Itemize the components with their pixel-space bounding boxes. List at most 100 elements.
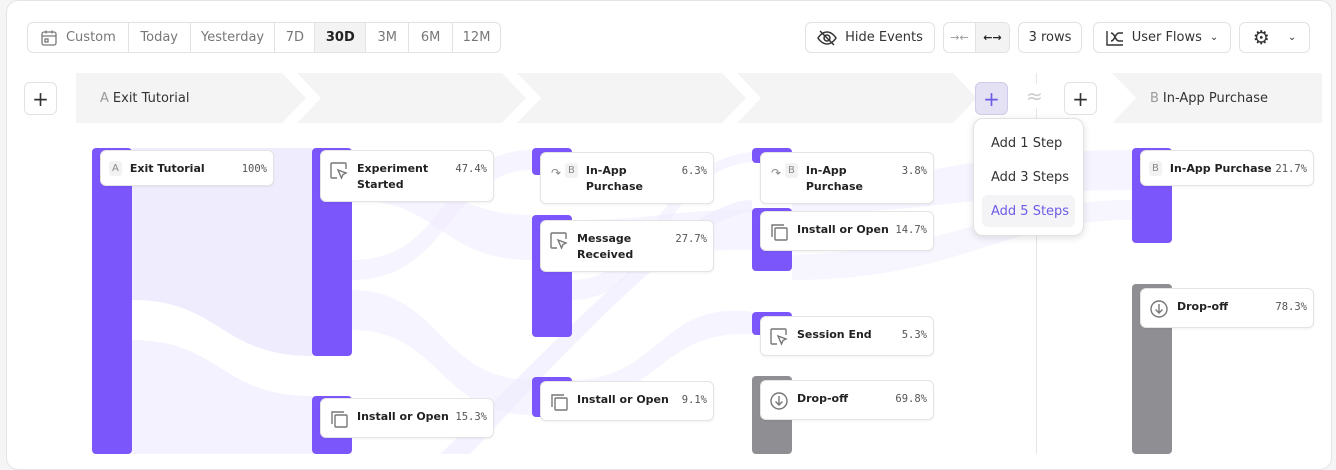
node-percent: 78.3% <box>1275 301 1307 313</box>
node-percent: 21.7% <box>1275 163 1307 175</box>
step-band <box>517 73 746 123</box>
node-percent: 100% <box>241 163 267 175</box>
node-percent: 9.1% <box>681 394 707 406</box>
flow-link <box>440 200 752 454</box>
hide-events-button[interactable]: Hide Events <box>805 22 935 53</box>
gap-divider <box>1036 73 1037 454</box>
end-step-label[interactable]: B In-App Purchase <box>1150 91 1268 106</box>
date-range-selector: Custom Today Yesterday 7D 30D 3M 6M 12M <box>27 22 501 53</box>
node-name: Drop-off <box>1177 300 1229 313</box>
cursor-click-icon <box>769 327 789 347</box>
expand-icon: ←→ <box>983 31 1002 44</box>
flow-node[interactable]: ↷ B In-App Purchase 3.8% <box>760 152 934 204</box>
chevron-down-icon: ⌄ <box>1287 32 1297 43</box>
cursor-click-icon <box>549 231 569 251</box>
add-3-steps-item[interactable]: Add 3 Steps <box>991 169 1070 185</box>
flow-node[interactable]: A Exit Tutorial 100% <box>100 150 274 186</box>
redirect-icon: ↷ <box>550 166 562 180</box>
step-letter-badge: B <box>565 163 578 178</box>
flow-node[interactable]: Experiment Started 47.4% <box>320 150 494 202</box>
flow-node[interactable]: Install or Open 9.1% <box>540 381 714 421</box>
node-name: Message Received <box>577 232 634 261</box>
node-name: Drop-off <box>797 392 849 405</box>
date-today-button[interactable]: Today <box>129 23 191 52</box>
add-steps-button[interactable]: + <box>975 82 1008 115</box>
eye-off-icon <box>817 29 837 46</box>
node-percent: 47.4% <box>455 163 487 175</box>
node-name: Experiment Started <box>357 162 429 191</box>
flow-link <box>572 310 752 400</box>
flow-node[interactable]: Install or Open 14.7% <box>760 211 934 251</box>
step-band-end <box>1112 73 1322 123</box>
node-name: In-App Purchase <box>805 164 863 193</box>
hide-events-label: Hide Events <box>845 30 923 45</box>
date-30d-button[interactable]: 30D <box>315 23 367 52</box>
copy-icon <box>549 392 569 412</box>
drop-off-icon <box>769 391 789 411</box>
step-letter-badge: A <box>109 161 122 176</box>
add-1-step-item[interactable]: Add 1 Step <box>991 135 1063 151</box>
node-name: In-App Purchase <box>1169 162 1272 175</box>
node-percent: 5.3% <box>901 329 927 341</box>
step-band <box>297 73 526 123</box>
flow-node[interactable]: Session End 5.3% <box>760 316 934 356</box>
node-percent: 15.3% <box>455 411 487 423</box>
date-7d-button[interactable]: 7D <box>275 23 316 52</box>
node-name: Install or Open <box>357 410 449 423</box>
expand-button[interactable]: ←→ <box>976 23 1009 52</box>
date-12m-button[interactable]: 12M <box>462 30 491 45</box>
node-name: Exit Tutorial <box>129 162 205 175</box>
flow-node[interactable]: Message Received 27.7% <box>540 220 714 272</box>
copy-icon <box>329 409 349 429</box>
node-name: Session End <box>797 328 872 341</box>
cursor-click-icon <box>329 161 349 181</box>
flow-node[interactable]: Drop-off 69.8% <box>760 380 934 420</box>
flow-link <box>132 340 312 454</box>
flow-node[interactable]: ↷ B In-App Purchase 6.3% <box>540 152 714 204</box>
step-name: Exit Tutorial <box>112 91 190 106</box>
settings-button[interactable]: ⚙ ⌄ <box>1239 22 1310 53</box>
add-step-before-button[interactable]: + <box>24 82 57 115</box>
date-3m-button[interactable]: 3M <box>366 23 410 52</box>
add-step-after-gap-button[interactable]: + <box>1064 82 1097 115</box>
date-custom-label: Custom <box>65 30 116 45</box>
date-custom-button[interactable]: Custom <box>28 23 129 52</box>
node-percent: 3.8% <box>901 165 927 177</box>
step-letter-badge: B <box>785 163 798 178</box>
step-letter-badge: B <box>1149 161 1162 176</box>
flows-chart-icon <box>1105 30 1123 46</box>
node-name: Install or Open <box>797 223 889 236</box>
flow-node[interactable]: Install or Open 15.3% <box>320 398 494 438</box>
flow-link <box>352 290 532 415</box>
compress-button[interactable]: →← <box>944 23 977 52</box>
step-name: In-App Purchase <box>1162 91 1268 106</box>
node-percent: 14.7% <box>895 224 927 236</box>
step-band-start <box>76 73 306 123</box>
drop-off-icon <box>1149 299 1169 319</box>
rows-button[interactable]: 3 rows <box>1018 22 1082 53</box>
add-5-steps-item[interactable]: Add 5 Steps <box>982 195 1075 227</box>
step-letter: A <box>100 91 109 106</box>
start-step-label[interactable]: A Exit Tutorial <box>100 91 189 106</box>
date-6m-button[interactable]: 6M <box>409 23 454 52</box>
date-yesterday-button[interactable]: Yesterday <box>191 23 276 52</box>
flow-node[interactable]: Drop-off 78.3% <box>1140 288 1314 328</box>
step-band <box>737 73 977 123</box>
spacing-toggle: →← ←→ <box>943 22 1010 53</box>
node-percent: 6.3% <box>681 165 707 177</box>
flow-bar[interactable] <box>92 148 132 454</box>
node-name: Install or Open <box>577 393 669 406</box>
add-steps-menu: Add 1 Step Add 3 Steps Add 5 Steps <box>973 118 1084 236</box>
gap-symbol: ≈ <box>1026 84 1043 108</box>
step-letter: B <box>1150 91 1159 106</box>
view-selector[interactable]: User Flows ⌄ <box>1093 22 1231 53</box>
flow-node[interactable]: B In-App Purchase 21.7% <box>1140 150 1314 186</box>
flow-link <box>132 148 312 356</box>
node-percent: 27.7% <box>675 233 707 245</box>
copy-icon <box>769 222 789 242</box>
view-label: User Flows <box>1131 30 1202 45</box>
node-name: In-App Purchase <box>585 164 643 193</box>
chevron-down-icon: ⌄ <box>1209 32 1219 43</box>
compress-icon: →← <box>950 31 969 44</box>
node-percent: 69.8% <box>895 393 927 405</box>
